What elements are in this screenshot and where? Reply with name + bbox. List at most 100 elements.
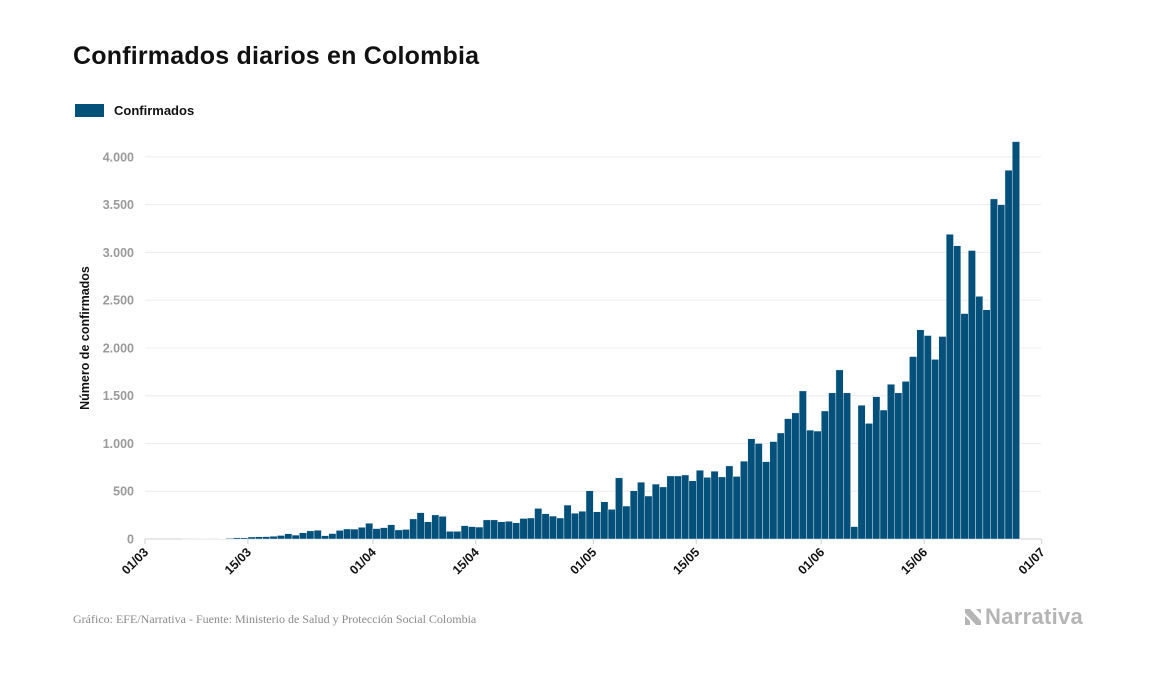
- bar: [835, 369, 844, 540]
- bar: [343, 528, 352, 540]
- bar: [284, 533, 293, 540]
- x-tick-label: 01/07: [1016, 545, 1048, 577]
- bar: [659, 486, 668, 540]
- bar: [460, 525, 469, 540]
- bar: [865, 423, 873, 540]
- bar: [806, 429, 815, 540]
- bar: [328, 533, 337, 540]
- narrativa-logo: Narrativa: [963, 604, 1083, 630]
- y-tick-label: 3.500: [103, 198, 134, 212]
- bar: [931, 359, 940, 540]
- bar: [475, 526, 484, 540]
- bar: [299, 532, 307, 540]
- bar: [593, 511, 601, 540]
- bar: [747, 438, 756, 540]
- bar: [945, 234, 954, 540]
- bar: [791, 412, 800, 540]
- bar: [490, 519, 499, 540]
- bar: [754, 443, 763, 540]
- bar: [850, 526, 859, 540]
- bar: [681, 474, 690, 540]
- bar: [380, 527, 388, 540]
- legend-swatch: [75, 104, 104, 117]
- bar: [512, 522, 521, 540]
- bar: [732, 476, 741, 540]
- bar: [798, 390, 807, 540]
- bar: [953, 245, 962, 540]
- bar: [696, 470, 704, 540]
- bar: [424, 521, 432, 540]
- bar: [887, 384, 895, 540]
- bar: [262, 536, 271, 540]
- bar: [666, 475, 675, 540]
- bar: [725, 465, 734, 540]
- bar: [990, 198, 998, 540]
- bar: [600, 501, 609, 540]
- x-tick-label: 01/06: [795, 545, 827, 577]
- bar: [277, 535, 285, 540]
- bar: [350, 528, 359, 540]
- y-tick-label: 1.000: [103, 437, 134, 451]
- bar: [1004, 170, 1013, 540]
- bar: [534, 508, 543, 540]
- bar: [255, 536, 263, 540]
- y-tick-label: 2.500: [103, 294, 134, 308]
- bar: [879, 409, 888, 540]
- bar: [232, 537, 241, 540]
- chart-title: Confirmados diarios en Colombia: [73, 42, 480, 70]
- y-tick-label: 3.000: [103, 246, 134, 260]
- bar: [923, 335, 932, 540]
- bar: [776, 432, 785, 540]
- bar: [710, 470, 719, 540]
- legend: Confirmados: [75, 103, 194, 118]
- bar: [916, 329, 925, 540]
- bar: [549, 515, 557, 540]
- bar: [504, 521, 513, 540]
- bar: [372, 528, 381, 540]
- y-tick-label: 0: [127, 533, 134, 547]
- bar: [438, 516, 447, 540]
- bar: [416, 512, 425, 540]
- bar: [225, 538, 234, 540]
- x-tick-label: 01/03: [119, 545, 151, 577]
- bar: [563, 504, 572, 540]
- bar: [527, 517, 535, 540]
- bar: [813, 430, 822, 540]
- logo-text: Narrativa: [985, 604, 1084, 629]
- bar: [901, 381, 910, 540]
- bar: [843, 392, 851, 540]
- bar: [240, 537, 249, 540]
- bar: [453, 531, 462, 540]
- bar: [1012, 141, 1020, 540]
- x-tick-label: 15/06: [898, 545, 930, 577]
- bar: [894, 392, 903, 540]
- bar: [615, 477, 623, 540]
- y-tick-label: 1.500: [103, 389, 134, 403]
- x-tick-label: 15/05: [670, 545, 702, 577]
- bar: [607, 509, 616, 540]
- bar: [519, 518, 528, 540]
- bar: [468, 526, 476, 540]
- bar: [394, 529, 403, 540]
- bar: [688, 480, 697, 540]
- bar: [960, 313, 969, 540]
- bar: [637, 481, 646, 540]
- bar: [556, 517, 565, 540]
- bar: [651, 483, 660, 540]
- narrativa-logo-icon: [965, 609, 981, 625]
- bar: [872, 396, 881, 540]
- y-tick-label: 500: [113, 485, 134, 499]
- bar: [975, 296, 984, 540]
- bar: [769, 441, 778, 540]
- source-footer: Gráfico: EFE/Narrativa - Fuente: Ministe…: [73, 612, 477, 626]
- x-tick-label: 15/04: [450, 545, 482, 577]
- bars: [181, 141, 1020, 540]
- bar: [482, 519, 491, 540]
- bar: [762, 461, 770, 540]
- bar: [938, 336, 947, 540]
- bar: [718, 476, 726, 540]
- bar: [497, 521, 506, 540]
- bar: [828, 392, 837, 540]
- bar: [909, 356, 917, 540]
